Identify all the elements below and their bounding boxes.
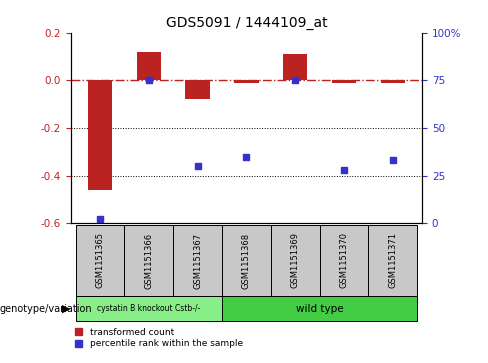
Bar: [222, 296, 417, 321]
Point: [145, 77, 153, 83]
Text: GSM1151369: GSM1151369: [291, 232, 300, 289]
Bar: [283, 54, 307, 80]
Point: [243, 154, 250, 159]
Bar: [271, 225, 320, 296]
Bar: [88, 80, 112, 190]
Text: cystatin B knockout Cstb-/-: cystatin B knockout Cstb-/-: [97, 304, 201, 313]
Bar: [76, 225, 124, 296]
Point: [96, 216, 104, 222]
Legend: transformed count, percentile rank within the sample: transformed count, percentile rank withi…: [75, 327, 243, 348]
Text: GSM1151366: GSM1151366: [144, 232, 153, 289]
Text: GSM1151370: GSM1151370: [340, 232, 348, 289]
Text: ▶: ▶: [61, 303, 70, 314]
Text: wild type: wild type: [296, 303, 344, 314]
Point: [194, 163, 202, 169]
Bar: [76, 296, 222, 321]
Text: GSM1151368: GSM1151368: [242, 232, 251, 289]
Point: [340, 167, 348, 173]
Title: GDS5091 / 1444109_at: GDS5091 / 1444109_at: [165, 16, 327, 30]
Bar: [368, 225, 417, 296]
Point: [291, 77, 299, 83]
Bar: [222, 225, 271, 296]
Bar: [124, 225, 173, 296]
Bar: [320, 225, 368, 296]
Point: [389, 158, 397, 163]
Bar: [332, 80, 356, 83]
Text: GSM1151365: GSM1151365: [96, 232, 104, 289]
Bar: [185, 80, 210, 99]
Bar: [173, 225, 222, 296]
Bar: [137, 52, 161, 80]
Bar: [234, 80, 259, 83]
Text: GSM1151371: GSM1151371: [388, 232, 397, 289]
Text: genotype/variation: genotype/variation: [0, 303, 93, 314]
Bar: [381, 80, 405, 83]
Text: GSM1151367: GSM1151367: [193, 232, 202, 289]
